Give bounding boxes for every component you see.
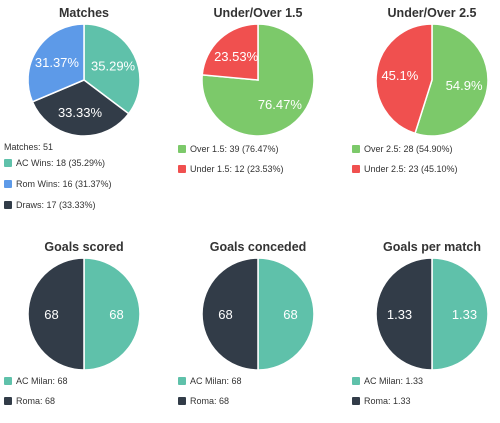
slice-label: 35.29% — [91, 59, 136, 74]
pie-slice[interactable] — [83, 23, 141, 115]
chart-title: Goals scored — [44, 240, 124, 254]
legend-swatch — [178, 165, 186, 173]
slice-label: 23.53% — [214, 49, 259, 64]
legend-item[interactable]: Over 2.5: 28 (54.90%) — [352, 144, 453, 154]
pie-slice[interactable] — [431, 257, 489, 371]
pie-svg: 68 68 — [201, 257, 315, 371]
legend-label: Roma: 1.33 — [364, 396, 411, 406]
pie-slice[interactable] — [27, 257, 85, 371]
legend-label: Under 1.5: 12 (23.53%) — [190, 164, 284, 174]
legend-item[interactable]: AC Milan: 68 — [178, 376, 242, 386]
chart-title: Goals conceded — [209, 240, 307, 254]
legend-item[interactable]: AC Milan: 1.33 — [352, 376, 423, 386]
pie-svg: 1.33 1.33 — [375, 257, 489, 371]
legend-swatch — [4, 159, 12, 167]
legend-label: Over 1.5: 39 (76.47%) — [190, 144, 279, 154]
legend-label: Over 2.5: 28 (54.90%) — [364, 144, 453, 154]
legend-swatch — [4, 397, 12, 405]
slice-label: 33.33% — [58, 105, 103, 120]
pie-svg: 54.9% 45.1% — [375, 23, 489, 137]
legend-swatch — [178, 397, 186, 405]
slice-label: 68 — [283, 307, 297, 322]
slice-label: 68 — [109, 307, 123, 322]
legend-label: Roma: 68 — [16, 396, 56, 406]
legend-item[interactable]: Roma: 68 — [4, 396, 55, 406]
pie-slice[interactable] — [375, 257, 433, 371]
pie-slice[interactable] — [257, 257, 315, 371]
legend-swatch — [4, 180, 12, 188]
pie-svg: 76.47% 23.53% — [201, 23, 315, 137]
legend-item[interactable]: Draws: 17 (33.33%) — [4, 200, 96, 210]
legend-label: AC Milan: 1.33 — [364, 376, 424, 386]
legend-swatch — [352, 377, 360, 385]
pie-chart: 35.29% 33.33% 31.37% — [4, 22, 164, 146]
legend-item[interactable]: Rom Wins: 16 (31.37%) — [4, 179, 112, 189]
pie-slice[interactable] — [31, 79, 130, 137]
legend-swatch — [352, 145, 360, 153]
legend-swatch — [178, 145, 186, 153]
pie-slice[interactable] — [375, 23, 433, 135]
legend-item[interactable]: Roma: 1.33 — [352, 396, 411, 406]
slice-label: 68 — [44, 307, 58, 322]
pie-slice[interactable] — [201, 23, 259, 81]
legend-label: Roma: 68 — [190, 396, 230, 406]
legend-swatch — [178, 377, 186, 385]
pie-svg: 35.29% 33.33% 31.37% — [27, 23, 141, 137]
legend-item[interactable]: Under 1.5: 12 (23.53%) — [178, 164, 284, 174]
pie-slice[interactable] — [201, 257, 259, 371]
legend-label: AC Milan: 68 — [190, 376, 242, 386]
legend-item[interactable]: AC Milan: 68 — [4, 376, 68, 386]
pie-slice[interactable] — [27, 23, 85, 103]
slice-label: 1.33 — [387, 307, 412, 322]
legend-label: Rom Wins: 16 (31.37%) — [16, 179, 112, 189]
legend-label: AC Milan: 68 — [16, 376, 68, 386]
slice-label: 1.33 — [452, 307, 477, 322]
pie-chart: 68 68 — [4, 256, 164, 380]
chart-title: Matches — [58, 6, 110, 20]
legend-item[interactable]: AC Wins: 18 (35.29%) — [4, 158, 105, 168]
legend-item[interactable]: Over 1.5: 39 (76.47%) — [178, 144, 279, 154]
pie-slice[interactable] — [201, 23, 315, 137]
pie-chart: 68 68 — [178, 256, 338, 380]
slice-label: 76.47% — [258, 97, 303, 112]
pie-chart: 54.9% 45.1% — [352, 22, 500, 146]
pie-slice[interactable] — [414, 23, 489, 137]
slice-label: 45.1% — [381, 68, 418, 83]
slice-label: 68 — [218, 307, 232, 322]
legend-swatch — [4, 201, 12, 209]
legend-label: Draws: 17 (33.33%) — [16, 200, 96, 210]
legend-note: Matches: 51 — [4, 142, 54, 152]
pie-chart: 76.47% 23.53% — [178, 22, 338, 146]
slice-label: 54.9% — [446, 78, 483, 93]
pie-svg: 68 68 — [27, 257, 141, 371]
chart-title: Under/Over 2.5 — [387, 6, 477, 20]
pie-slice[interactable] — [83, 257, 141, 371]
legend-item[interactable]: Roma: 68 — [178, 396, 229, 406]
pie-chart: 1.33 1.33 — [352, 256, 500, 380]
chart-title: Goals per match — [383, 240, 481, 254]
legend-swatch — [352, 397, 360, 405]
legend-swatch — [4, 377, 12, 385]
legend-label: AC Wins: 18 (35.29%) — [16, 158, 106, 168]
slice-label: 31.37% — [35, 55, 80, 70]
chart-title: Under/Over 1.5 — [213, 6, 303, 20]
legend-label: Under 2.5: 23 (45.10%) — [364, 164, 458, 174]
legend-swatch — [352, 165, 360, 173]
legend-item[interactable]: Under 2.5: 23 (45.10%) — [352, 164, 458, 174]
